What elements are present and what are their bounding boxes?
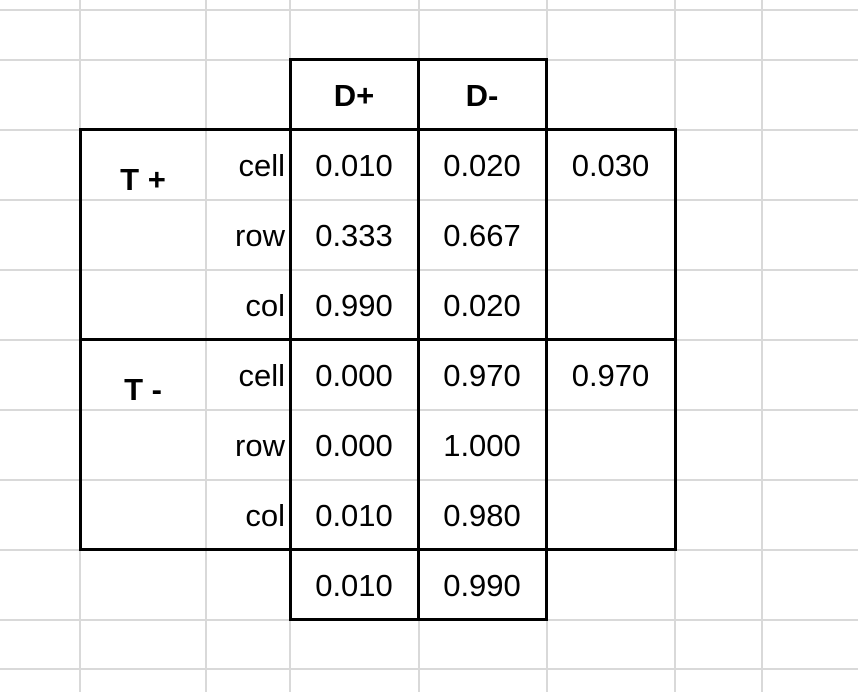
row-total-cell[interactable]: 0.030 xyxy=(571,148,650,183)
border xyxy=(79,338,677,341)
border xyxy=(79,548,677,551)
gridline xyxy=(0,479,858,481)
border xyxy=(79,128,82,551)
gridline xyxy=(0,269,858,271)
col-header-d-plus[interactable]: D+ xyxy=(333,78,375,113)
row-kind-label[interactable]: col xyxy=(245,498,285,533)
gridline xyxy=(761,0,763,692)
border xyxy=(79,128,677,131)
value-cell[interactable]: 0.020 xyxy=(443,288,521,323)
value-cell[interactable]: 0.010 xyxy=(315,148,393,183)
row-total-cell[interactable] xyxy=(547,481,674,551)
col-header-d-minus[interactable]: D- xyxy=(465,78,499,113)
group-label-t-plus[interactable]: T + xyxy=(120,162,166,197)
row-kind-label[interactable]: col xyxy=(245,288,285,323)
gridline xyxy=(0,9,858,11)
gridline xyxy=(0,199,858,201)
gridline xyxy=(0,409,858,411)
row-kind-label[interactable]: cell xyxy=(238,358,285,393)
value-cell[interactable]: 0.990 xyxy=(315,288,393,323)
value-cell[interactable]: 0.010 xyxy=(315,498,393,533)
value-cell[interactable]: 0.333 xyxy=(315,218,393,253)
row-kind-label[interactable]: row xyxy=(235,218,285,253)
value-cell[interactable]: 0.000 xyxy=(315,428,393,463)
value-cell[interactable]: 0.980 xyxy=(443,498,521,533)
border xyxy=(545,58,548,621)
value-cell[interactable]: 1.000 xyxy=(443,428,521,463)
row-kind-label[interactable]: row xyxy=(235,428,285,463)
border xyxy=(417,58,420,621)
row-total-cell[interactable] xyxy=(547,271,674,341)
value-cell[interactable]: 0.970 xyxy=(443,358,521,393)
row-total-cell[interactable]: 0.970 xyxy=(571,358,650,393)
row-total-cell[interactable] xyxy=(547,201,674,271)
group-label-t-minus[interactable]: T - xyxy=(124,372,162,407)
border xyxy=(674,128,677,551)
value-cell[interactable]: 0.020 xyxy=(443,148,521,183)
gridline xyxy=(205,0,207,692)
value-cell[interactable]: 0.667 xyxy=(443,218,521,253)
row-kind-label[interactable]: cell xyxy=(238,148,285,183)
border xyxy=(289,58,292,621)
col-total-d-minus[interactable]: 0.990 xyxy=(443,568,521,603)
col-total-d-plus[interactable]: 0.010 xyxy=(315,568,393,603)
gridline xyxy=(0,668,858,670)
row-total-cell[interactable] xyxy=(547,411,674,481)
value-cell[interactable]: 0.000 xyxy=(315,358,393,393)
